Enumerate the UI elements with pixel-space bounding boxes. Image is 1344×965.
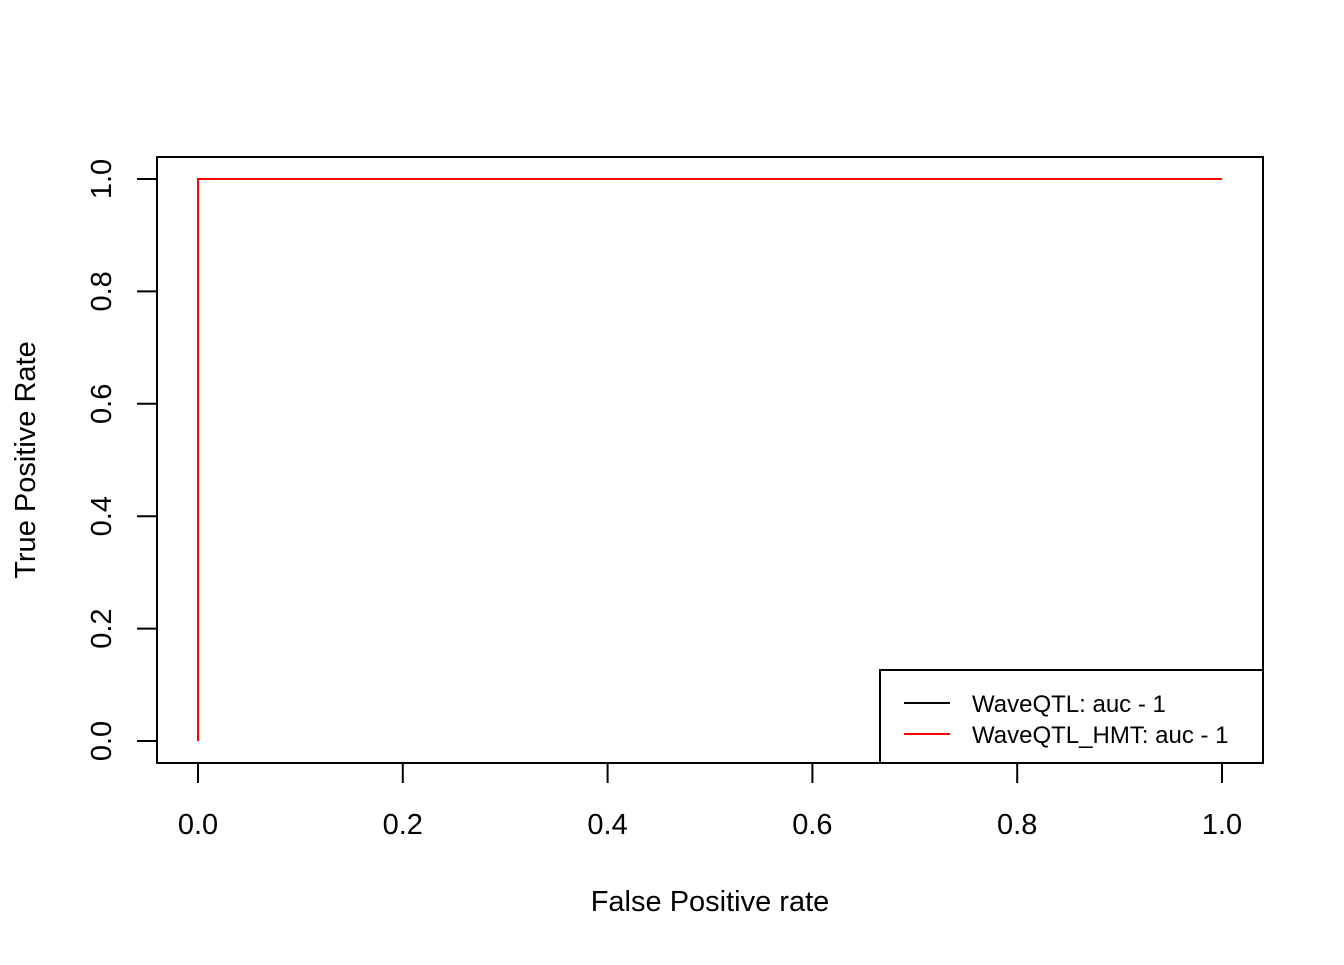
series-line-2 xyxy=(197,178,1222,741)
y-tick-label: 0.2 xyxy=(86,608,118,648)
y-tick-label: 0.6 xyxy=(86,384,118,424)
y-axis-title: True Positive Rate xyxy=(10,341,42,578)
x-tick-label: 0.4 xyxy=(587,809,627,841)
legend-box xyxy=(879,669,1264,764)
y-tick-label: 0.8 xyxy=(86,271,118,311)
x-tick-label: 0.8 xyxy=(997,809,1037,841)
x-tick-label: 0.0 xyxy=(178,809,218,841)
series-layer xyxy=(197,178,1222,741)
y-tick-label: 0.4 xyxy=(86,496,118,536)
legend-label: WaveQTL: auc - 1 xyxy=(972,691,1166,718)
plot-frame xyxy=(156,156,1264,764)
x-axis-title: False Positive rate xyxy=(591,886,830,918)
y-tick-label: 0.0 xyxy=(86,721,118,761)
x-tick-label: 0.6 xyxy=(792,809,832,841)
legend: WaveQTL: auc - 1 WaveQTL_HMT: auc - 1 xyxy=(879,669,1264,764)
axes-layer: 0.0 0.2 0.4 0.6 0.8 1.0 0.0 0.2 0.4 0.6 0.8 1.0 xyxy=(86,156,1264,841)
x-tick-label: 0.2 xyxy=(383,809,423,841)
legend-label: WaveQTL_HMT: auc - 1 xyxy=(972,722,1229,749)
x-tick-label: 1.0 xyxy=(1202,809,1242,841)
y-tick-label: 1.0 xyxy=(86,159,118,199)
